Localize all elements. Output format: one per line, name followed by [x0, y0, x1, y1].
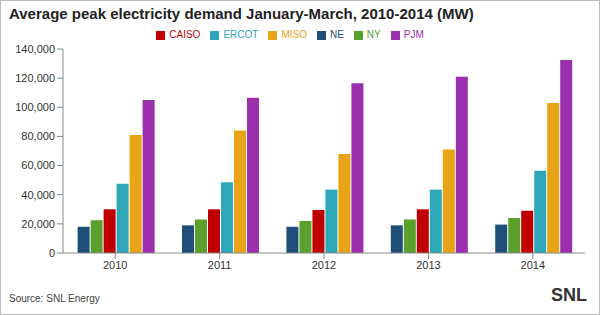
svg-text:120,000: 120,000 — [15, 72, 55, 84]
html-text:PJM: PJM — [403, 29, 424, 40]
html-text:NE: NE — [329, 29, 344, 40]
svg-text:0: 0 — [49, 247, 55, 259]
html-text:MISO: MISO — [281, 29, 307, 40]
svg-text:2010: 2010 — [103, 259, 127, 271]
html-text:CAISO: CAISO — [169, 29, 201, 40]
svg-text:140,000: 140,000 — [15, 43, 55, 55]
svg-text:20,000: 20,000 — [21, 218, 55, 230]
html-text:Source: SNL Energy: Source: SNL Energy — [9, 293, 100, 304]
svg-text:2011: 2011 — [208, 259, 232, 271]
html-text:SNL: SNL — [551, 285, 587, 305]
svg-text:2013: 2013 — [416, 259, 440, 271]
svg-text:80,000: 80,000 — [21, 130, 55, 142]
html-text:ERCOT: ERCOT — [223, 29, 259, 40]
svg-text:40,000: 40,000 — [21, 189, 55, 201]
html-text:Average peak electricity deman: Average peak electricity demand January-… — [9, 5, 474, 22]
html-text:NY: NY — [366, 29, 381, 40]
svg-text:2014: 2014 — [521, 259, 545, 271]
svg-text:100,000: 100,000 — [15, 101, 55, 113]
svg-text:2012: 2012 — [312, 259, 336, 271]
svg-text:60,000: 60,000 — [21, 159, 55, 171]
